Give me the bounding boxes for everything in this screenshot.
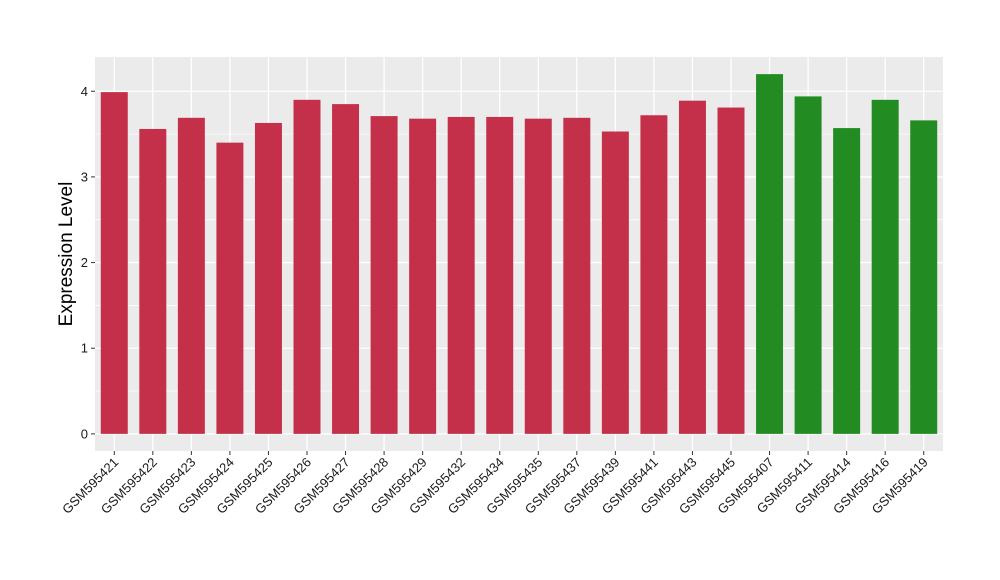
- bar-gsm595443: [678, 100, 706, 434]
- bar-gsm595426: [293, 99, 321, 434]
- bar-gsm595414: [833, 128, 861, 434]
- bar-gsm595422: [139, 128, 167, 434]
- bar-gsm595445: [717, 107, 745, 434]
- bar-gsm595432: [447, 116, 475, 434]
- y-tick-label: 0: [81, 426, 88, 441]
- bar-gsm595411: [794, 96, 822, 434]
- bar-gsm595441: [640, 115, 668, 434]
- bar-gsm595439: [601, 131, 629, 434]
- bar-gsm595407: [756, 74, 784, 434]
- bar-gsm595427: [332, 104, 360, 434]
- bar-gsm595429: [409, 118, 437, 434]
- bar-gsm595425: [254, 122, 282, 434]
- y-tick-label: 3: [81, 169, 88, 184]
- bar-gsm595421: [100, 92, 128, 434]
- bar-gsm595416: [871, 99, 899, 434]
- bar-gsm595437: [563, 117, 591, 434]
- bar-gsm595435: [524, 118, 552, 434]
- y-axis-title: Expression Level: [56, 182, 77, 327]
- x-axis: GSM595421GSM595422GSM595423GSM595424GSM5…: [59, 451, 931, 517]
- bar-gsm595434: [486, 116, 514, 434]
- y-tick-label: 4: [81, 84, 88, 99]
- bar-gsm595424: [216, 142, 244, 434]
- bar-gsm595428: [370, 116, 398, 434]
- y-tick-label: 1: [81, 341, 88, 356]
- y-axis: 0 1 2 3 4: [81, 84, 95, 441]
- y-tick-label: 2: [81, 255, 88, 270]
- bar-gsm595423: [177, 117, 205, 434]
- bars-group: [100, 74, 938, 434]
- bar-gsm595419: [910, 120, 938, 434]
